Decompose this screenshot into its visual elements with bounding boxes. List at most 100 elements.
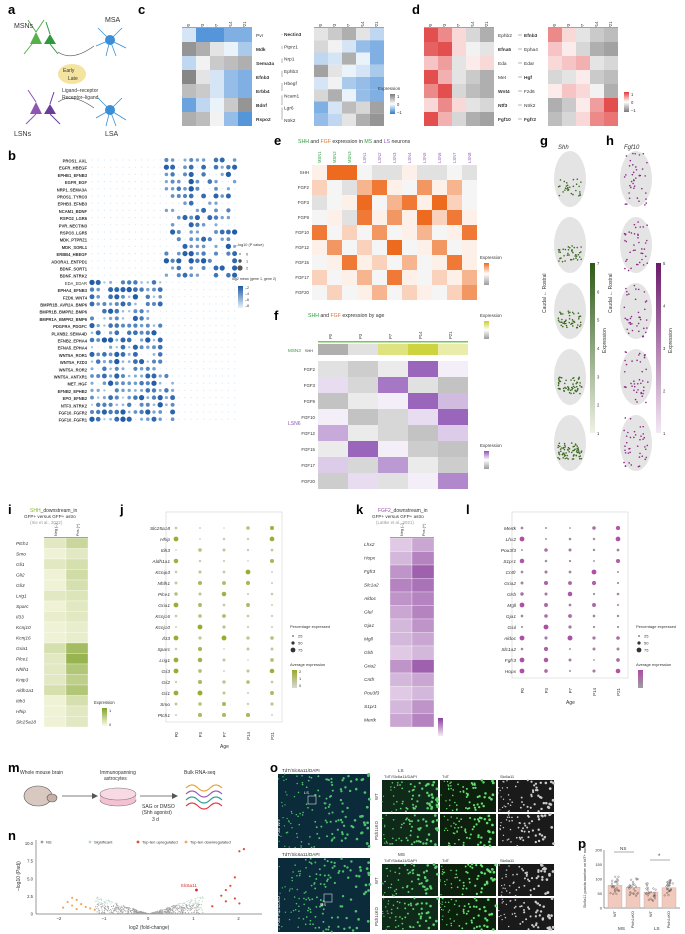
h-cell-dot: [646, 327, 648, 329]
e-cell: [432, 180, 447, 195]
o-overview-wt-signal: [278, 819, 280, 821]
h-cell-dot: [644, 353, 646, 356]
i-cell: [43, 537, 67, 549]
g-cell-dot: [573, 449, 575, 452]
g-cell-dot: [567, 248, 570, 251]
h-section-outline: [620, 349, 652, 405]
b-dot: [153, 159, 155, 161]
d-right-cell: [604, 98, 618, 112]
l-dot: [615, 668, 621, 674]
b-dot: [227, 267, 229, 269]
b-dot: [126, 337, 132, 343]
b-dot: [134, 418, 136, 420]
g-cell-dot: [572, 320, 575, 323]
b-dot: [164, 396, 168, 400]
n-point: [156, 911, 158, 913]
b-pair-label: PROS1_AXL: [63, 159, 88, 164]
b-dot: [184, 267, 186, 269]
e-cell: [372, 210, 387, 225]
g-cell-dot: [557, 382, 560, 385]
b-dot: [122, 224, 124, 226]
o-top-wt-tile-signal: [430, 793, 434, 796]
g-cell-dot: [568, 186, 571, 188]
o-bottom-ko-tile-signal: [447, 901, 450, 904]
o-top-ko-tile-signal: [550, 826, 554, 829]
b-dot: [146, 345, 150, 349]
n-point: [193, 910, 195, 912]
j-dot: [197, 690, 203, 696]
o-top-wt-tile-signal: [452, 794, 454, 797]
h-cell-dot: [631, 322, 633, 325]
b-dot: [196, 339, 198, 341]
o-bottom-ko-tile-signal: [477, 914, 480, 917]
h-cell-dot: [640, 252, 642, 255]
d-right-cell: [562, 84, 576, 98]
b-dot: [122, 159, 124, 161]
b-dot: [122, 253, 124, 255]
g-legend-bar: [590, 263, 595, 433]
j-dot: [222, 537, 226, 541]
o-bottom-ko-tile-signal: [387, 900, 390, 902]
b-dot: [121, 388, 125, 393]
j-gene-label: Aldh1a1: [151, 559, 170, 565]
o-top-wt-tile-signal: [426, 802, 429, 805]
b-dot: [196, 382, 198, 384]
b-dot: [165, 238, 167, 240]
b-dot: [209, 224, 211, 226]
b-dot: [195, 222, 200, 227]
g-cell-dot: [570, 451, 573, 454]
o-bottom-wt-tile-signal: [434, 866, 437, 869]
o-bottom-wt-tile-signal: [458, 879, 461, 882]
g-cell-dot: [559, 450, 562, 453]
g-cell-dot: [557, 456, 559, 459]
e-cell: [312, 210, 327, 225]
b-dot: [172, 238, 174, 240]
b-dot: [133, 381, 138, 385]
k-title-rest: _downstream_in: [390, 508, 428, 514]
g-cell-dot: [563, 390, 566, 392]
o-bottom-wt-tile-signal: [480, 871, 484, 875]
o-overview-ko-signal: [318, 926, 321, 929]
o-bottom-wt-tile-signal: [420, 882, 423, 885]
b-dot: [203, 202, 205, 204]
l-dot: [543, 624, 549, 630]
o-bottom-wt-tile-signal: [467, 863, 470, 866]
n-y-tick: 7.5: [27, 859, 33, 864]
g-cell-dot: [577, 450, 580, 452]
j-plot-frame: [165, 511, 283, 723]
o-bottom-wt-tile-signal: [454, 876, 457, 879]
o-top-wt-tile-signal: [519, 806, 522, 809]
o-top-wt-tile-signal: [533, 784, 536, 787]
b-dot: [178, 224, 180, 226]
o-top-ko-tile-signal: [424, 820, 428, 823]
b-pair-label: ADORA1_ENTPD1: [51, 259, 87, 264]
b-dot: [215, 382, 217, 384]
b-dot: [91, 224, 93, 226]
l-gene-label: Lhx2: [506, 537, 517, 543]
n-point: [159, 911, 161, 914]
g-cell-dot: [576, 324, 579, 326]
o-overview-ko-signal: [341, 870, 345, 873]
b-dot: [215, 303, 217, 305]
b-dot: [165, 325, 167, 327]
o-overview-wt-signal: [301, 774, 303, 777]
j-dot: [245, 580, 251, 586]
o-bottom-wt-tile-signal: [505, 869, 508, 871]
o-top-ko-tile-signal: [469, 817, 472, 820]
g-legend-tick: 1: [597, 431, 600, 436]
n-point: [127, 908, 130, 910]
b-dot: [141, 245, 143, 247]
b-dot: [108, 374, 113, 378]
o-top-ko-tile-signal: [419, 826, 422, 830]
j-dot: [174, 570, 178, 574]
e-cell: [357, 225, 372, 240]
o-top-region: LS: [398, 768, 404, 773]
o-bottom-wt-tile-signal: [382, 883, 384, 885]
o-bottom-wt-tile-signal: [541, 867, 545, 871]
e-cell: [417, 285, 432, 300]
n-x-tick: 0: [147, 916, 150, 921]
i-gene-label: Nhlh1: [16, 667, 29, 673]
b-dot: [103, 418, 106, 421]
h-cell-dot: [633, 284, 636, 287]
o-bottom-ko-tile-signal: [523, 909, 525, 911]
